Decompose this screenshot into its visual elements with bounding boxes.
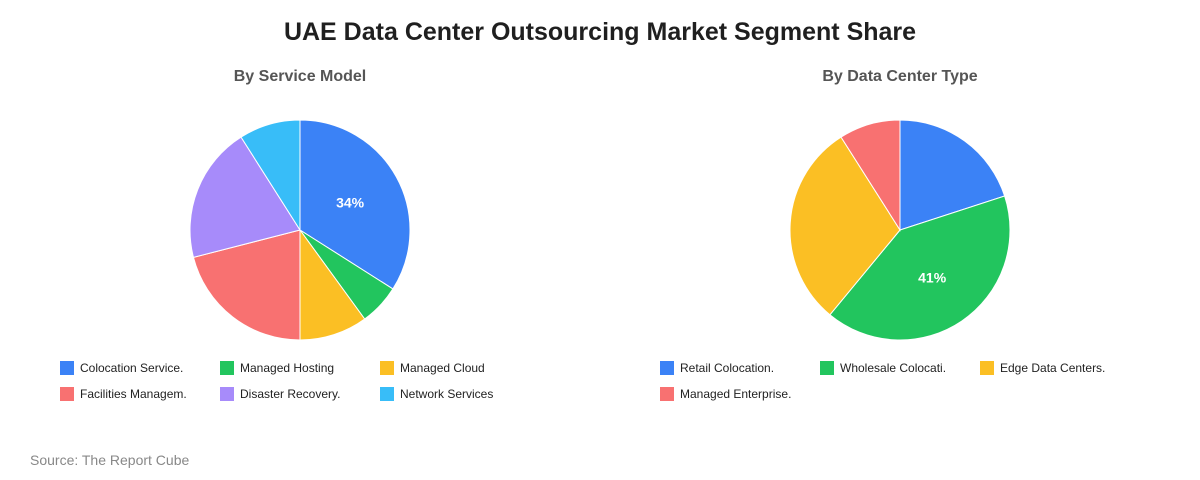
service-model-panel: By Service Model 34% Colocation Service.…: [0, 60, 600, 420]
legend-item-managed-hosting[interactable]: Managed Hosting: [220, 360, 334, 376]
legend-label: Disaster Recovery.: [240, 387, 341, 401]
legend-label: Network Services: [400, 387, 494, 401]
pie-slice-network-services[interactable]: [240, 119, 301, 232]
pie-slice-retail-colocation[interactable]: [899, 119, 1006, 231]
slice-value-label: 34%: [336, 194, 365, 210]
source-note: Source: The Report Cube: [30, 452, 190, 468]
pie-slice-colocation-service[interactable]: [299, 119, 411, 290]
legend-label: Facilities Managem.: [80, 387, 187, 401]
pie-slice-managed-enterprise[interactable]: [840, 119, 901, 232]
legend-label: Managed Enterprise.: [680, 387, 792, 401]
chart-title: UAE Data Center Outsourcing Market Segme…: [283, 18, 917, 46]
service-model-pie: 34%: [189, 119, 411, 341]
data-center-type-legend: Retail Colocation. Wholesale Colocati. Edg…: [660, 360, 1200, 420]
legend-swatch: [820, 361, 834, 375]
legend-swatch: [220, 361, 234, 375]
legend-item-edge-data-centers[interactable]: Edge Data Centers.: [980, 360, 1105, 376]
service-model-legend: Colocation Service. Managed Hosting Manage…: [60, 360, 620, 420]
legend-label: Wholesale Colocati.: [840, 361, 947, 375]
pie-slice-facilities-managem[interactable]: [192, 229, 301, 341]
legend-label: Edge Data Centers.: [1000, 361, 1106, 375]
legend-item-facilities-managem[interactable]: Facilities Managem.: [60, 386, 187, 402]
legend-label: Managed Cloud: [400, 361, 485, 375]
legend-item-wholesale-colocati[interactable]: Wholesale Colocati.: [820, 360, 946, 376]
pie-slice-wholesale-colocati[interactable]: [829, 195, 1011, 341]
service-model-title: By Service Model: [233, 68, 367, 85]
data-center-type-title: By Data Center Type: [822, 68, 978, 85]
data-center-type-panel: By Data Center Type 41% Retail Colocatio…: [600, 60, 1200, 420]
legend-swatch: [380, 387, 394, 401]
legend-item-managed-enterprise[interactable]: Managed Enterprise.: [660, 386, 791, 402]
pie-slice-disaster-recovery[interactable]: [189, 136, 301, 258]
legend-item-colocation-service[interactable]: Colocation Service.: [60, 360, 183, 376]
legend-label: Colocation Service.: [80, 361, 184, 375]
legend-swatch: [60, 387, 74, 401]
legend-item-network-services[interactable]: Network Services: [380, 386, 493, 402]
legend-swatch: [660, 387, 674, 401]
legend-swatch: [980, 361, 994, 375]
legend-label: Managed Hosting: [240, 361, 335, 375]
legend-item-retail-colocation[interactable]: Retail Colocation.: [660, 360, 774, 376]
legend-swatch: [660, 361, 674, 375]
legend-swatch: [220, 387, 234, 401]
pie-slice-edge-data-centers[interactable]: [789, 136, 901, 316]
data-center-type-pie: 41%: [789, 119, 1011, 341]
legend-swatch: [380, 361, 394, 375]
legend-swatch: [60, 361, 74, 375]
legend-item-managed-cloud[interactable]: Managed Cloud: [380, 360, 485, 376]
legend-item-disaster-recovery[interactable]: Disaster Recovery.: [220, 386, 340, 402]
legend-label: Retail Colocation.: [680, 361, 775, 375]
slice-value-label: 41%: [918, 269, 947, 285]
